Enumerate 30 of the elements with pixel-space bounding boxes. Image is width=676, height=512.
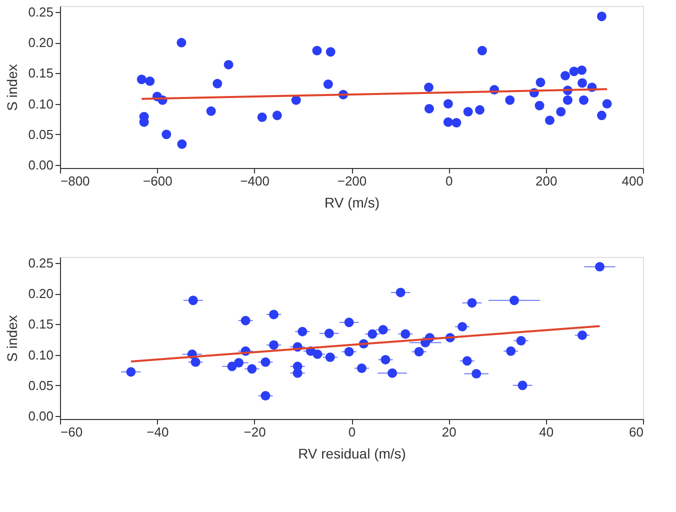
y-tick-label: 0.25 [28, 4, 54, 20]
y-axis-title: S index [4, 64, 20, 111]
y-tick-label: 0.20 [28, 35, 54, 50]
y-tick-label: 0.05 [28, 378, 54, 393]
x-tick-label: −40 [146, 424, 169, 440]
x-axis-title: RV (m/s) [324, 194, 380, 210]
x-tick-label: −200 [337, 174, 367, 188]
y-tick-label: 0.05 [28, 126, 54, 142]
y-axis-title: S index [4, 315, 20, 362]
x-tick-label: 200 [535, 174, 558, 188]
x-tick-label: −20 [244, 424, 266, 440]
x-tick-label: 40 [539, 424, 554, 440]
x-tick-label: −600 [143, 174, 172, 188]
x-tick-label: 60 [629, 424, 644, 440]
x-tick-label: 0 [446, 174, 453, 188]
x-tick-label: 400 [622, 174, 644, 188]
x-axis-title: RV residual (m/s) [298, 446, 406, 462]
y-tick-label: 0.20 [28, 286, 54, 302]
y-tick-label: 0.25 [28, 256, 54, 271]
x-tick-label: 0 [348, 424, 356, 440]
y-tick-label: 0.15 [28, 316, 54, 332]
y-tick-label: 0.10 [28, 96, 54, 112]
x-tick-label: −60 [60, 424, 83, 440]
x-tick-label: −800 [60, 174, 90, 188]
y-tick-label: 0.00 [28, 157, 54, 172]
y-tick-label: 0.15 [28, 66, 54, 81]
x-tick-label: 20 [442, 424, 456, 440]
x-tick-label: −400 [240, 174, 270, 188]
y-tick-label: 0.00 [28, 408, 54, 424]
y-tick-label: 0.10 [28, 347, 54, 362]
